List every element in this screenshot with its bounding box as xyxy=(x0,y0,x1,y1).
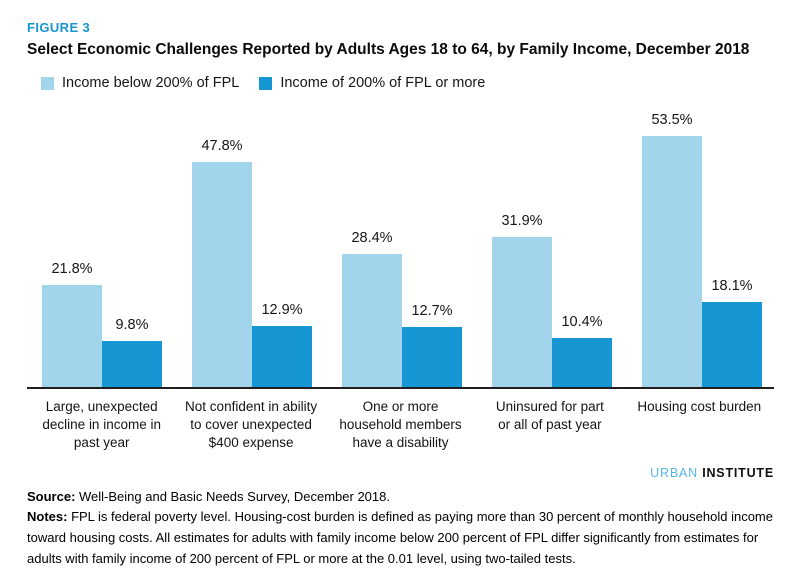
chart-legend: Income below 200% of FPL Income of 200% o… xyxy=(41,75,774,91)
category-axis: Large, unexpected decline in income in p… xyxy=(27,398,774,452)
bar-value-label: 12.7% xyxy=(411,303,453,320)
bar-group-0: 21.8% 9.8% xyxy=(42,261,162,387)
legend-swatch-icon xyxy=(41,76,54,90)
legend-label: Income of 200% of FPL or more xyxy=(280,75,486,91)
bar-series1-cat4: 18.1% xyxy=(702,278,762,387)
notes-label: Notes: xyxy=(27,509,68,524)
category-label-4: Housing cost burden xyxy=(637,399,762,414)
bar-series0-cat4: 53.5% xyxy=(642,112,702,387)
bar-value-label: 28.4% xyxy=(351,229,393,246)
figure-title: Select Economic Challenges Reported by A… xyxy=(27,41,750,58)
bar-value-label: 9.8% xyxy=(115,316,149,333)
bar-series0-cat0: 21.8% xyxy=(42,261,102,387)
bar-group-2: 28.4% 12.7% xyxy=(342,230,462,387)
bar-value-label: 53.5% xyxy=(651,111,693,128)
logo-word-institute: INSTITUTE xyxy=(697,465,774,480)
bar-value-label: 31.9% xyxy=(501,213,543,230)
bar-group-4: 53.5% 18.1% xyxy=(642,112,762,387)
category-label-2: One or more household members have a dis… xyxy=(339,399,462,450)
bar-group-3: 31.9% 10.4% xyxy=(492,213,612,387)
bar-value-label: 47.8% xyxy=(201,138,243,155)
legend-swatch-icon xyxy=(259,76,273,90)
legend-item-0: Income below 200% of FPL xyxy=(41,75,239,91)
legend-label: Income below 200% of FPL xyxy=(62,75,240,91)
category-label-0: Large, unexpected decline in income in p… xyxy=(42,399,161,450)
notes-paragraph: Notes: FPL is federal poverty level. Hou… xyxy=(27,507,774,569)
legend-item-1: Income of 200% of FPL or more xyxy=(259,75,485,91)
source-label: Source: xyxy=(27,488,76,504)
figure-number-label: FIGURE 3 xyxy=(27,20,91,35)
plot-area: 21.8% 9.8% 47.8% 12.9% 28.4% 12.7% 31.9% 10.4% 5… xyxy=(27,112,774,389)
urban-institute-logo: URBAN INSTITUTE xyxy=(27,466,774,480)
bar-value-label: 12.9% xyxy=(261,302,303,319)
bar-series0-cat1: 47.8% xyxy=(192,138,252,387)
bar-value-label: 21.8% xyxy=(51,260,93,277)
bar-series1-cat2: 12.7% xyxy=(402,303,462,387)
bar-series1-cat1: 12.9% xyxy=(252,302,312,387)
logo-word-urban: URBAN xyxy=(650,465,698,480)
category-label-1: Not confident in ability to cover unexpe… xyxy=(185,399,318,450)
category-label-3: Uninsured for part or all of past year xyxy=(495,399,604,432)
source-note: Source: Well-Being and Basic Needs Surve… xyxy=(27,487,774,507)
bar-series0-cat2: 28.4% xyxy=(342,230,402,387)
bar-value-label: 18.1% xyxy=(711,277,753,294)
bar-series1-cat0: 9.8% xyxy=(102,317,162,387)
notes-text: FPL is federal poverty level. Housing-co… xyxy=(27,509,773,566)
source-text: Well-Being and Basic Needs Survey, Decem… xyxy=(75,488,390,504)
bar-group-1: 47.8% 12.9% xyxy=(192,138,312,387)
bar-series0-cat3: 31.9% xyxy=(492,213,552,387)
bar-value-label: 10.4% xyxy=(561,314,603,331)
bar-series1-cat3: 10.4% xyxy=(552,314,612,387)
